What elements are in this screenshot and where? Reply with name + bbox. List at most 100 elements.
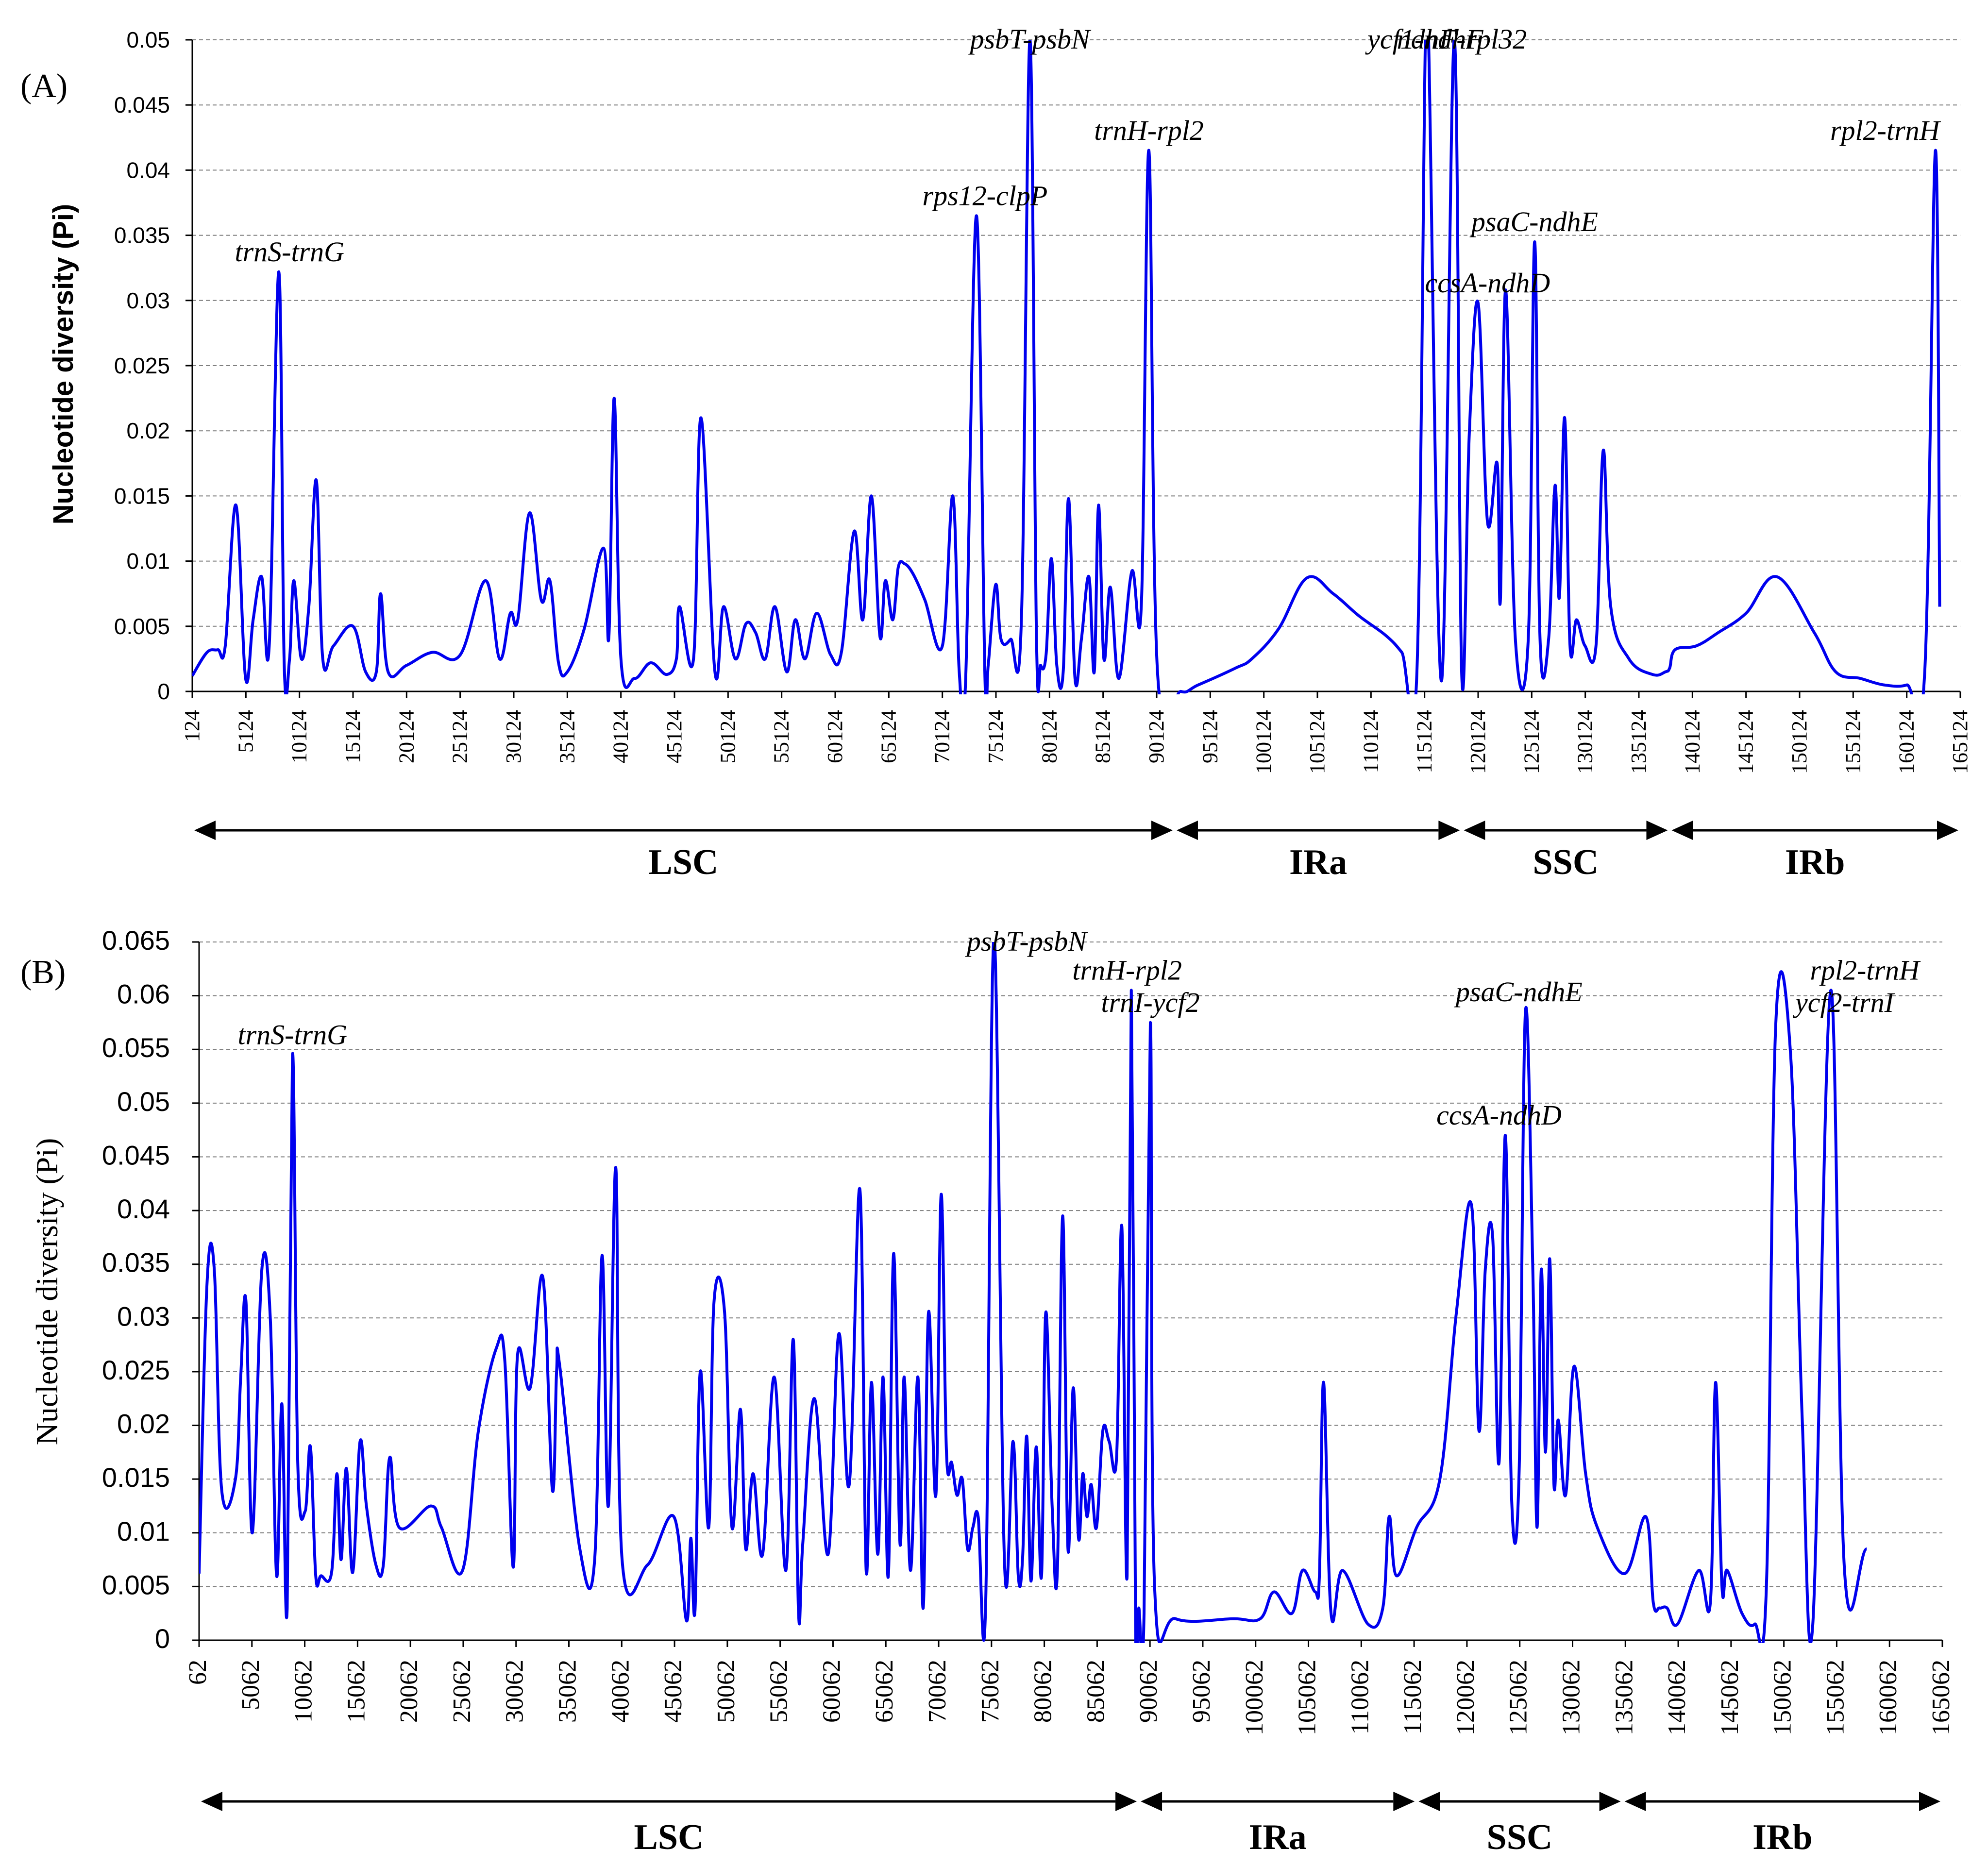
x-tick-label: 125062 [1505,1660,1533,1735]
x-tick-label: 60062 [818,1660,845,1723]
peak-annotation: ndhF-rpl32 [1397,23,1527,55]
y-tick-label: 0.04 [126,157,170,183]
y-axis-label: Nucleotide diversity (Pi) [30,1138,64,1446]
x-tick-label: 25124 [448,710,472,763]
nucleotide-diversity-line [199,942,1868,1643]
y-tick-label: 0 [155,1623,170,1654]
peak-annotation: rps12-clpP [923,180,1048,211]
y-tick-label: 0.01 [117,1516,170,1547]
x-tick-label: 105124 [1305,710,1329,774]
region-label: SSC [1487,1817,1553,1857]
x-tick-label: 125124 [1519,710,1543,774]
x-tick-label: 145062 [1716,1660,1744,1735]
peak-annotation: trnS-trnG [238,1019,348,1050]
x-tick-label: 155124 [1841,710,1865,774]
region-label: IRb [1785,842,1845,882]
region-label: IRb [1752,1817,1812,1857]
x-tick-label: 165124 [1948,710,1972,774]
x-tick-label: 135124 [1627,710,1651,774]
x-tick-label: 35062 [554,1660,582,1723]
region-arrow-head-right [1438,821,1460,840]
nucleotide-diversity-line [192,40,1941,694]
region-label: IRa [1249,1817,1307,1857]
y-tick-label: 0.045 [114,92,170,118]
peak-annotation: ycf1-ndhF [1365,23,1483,55]
x-tick-label: 65062 [871,1660,898,1723]
x-tick-label: 5062 [237,1660,265,1710]
x-tick-label: 165062 [1927,1660,1955,1735]
x-tick-label: 55124 [770,710,793,763]
peak-annotation: psbT-psbN [968,23,1092,55]
x-tick-label: 150062 [1769,1660,1797,1735]
y-tick-label: 0.045 [102,1140,170,1170]
x-tick-label: 75124 [984,710,1008,763]
x-tick-label: 95062 [1188,1660,1215,1723]
region-arrow-head-left [1141,1792,1162,1811]
region-arrow-head-right [1919,1792,1940,1811]
x-tick-label: 120062 [1452,1660,1480,1735]
region-arrow-head-left [1176,821,1198,840]
y-tick-label: 0.02 [117,1409,170,1439]
x-tick-label: 65124 [876,710,900,763]
x-tick-label: 10062 [290,1660,318,1723]
x-tick-label: 40062 [607,1660,634,1723]
x-tick-label: 115124 [1413,710,1436,773]
x-tick-label: 140062 [1663,1660,1691,1735]
x-tick-label: 115062 [1399,1660,1427,1734]
x-tick-label: 75062 [977,1660,1004,1723]
region-arrow-head-right [1937,821,1958,840]
region-arrow-head-left [194,821,216,840]
x-tick-label: 110124 [1359,710,1382,773]
x-tick-label: 135062 [1610,1660,1638,1735]
x-tick-label: 160124 [1895,710,1919,774]
x-tick-label: 55062 [765,1660,793,1723]
y-tick-label: 0.03 [126,288,170,313]
peak-annotation: ccsA-ndhD [1425,267,1550,299]
panel-a: (A) 0 0.005 0.01 0.015 0.02 0.025 0.03 0.035 0.04… [20,23,1972,882]
y-tick-label: 0.06 [117,979,170,1009]
x-tick-label: 105062 [1294,1660,1321,1735]
x-tick-label: 85124 [1091,710,1115,763]
y-tick-label: 0.005 [102,1569,170,1600]
x-tick-label: 90124 [1145,710,1168,763]
y-tick-label: 0.005 [114,614,170,639]
x-tick-label: 80062 [1029,1660,1057,1723]
y-tick-label: 0.05 [126,27,170,52]
panel-label: (A) [20,67,67,105]
x-tick-label: 100062 [1241,1660,1268,1735]
region-arrow-head-left [1624,1792,1646,1811]
panel-b: (B) 0 0.005 0.01 0.015 0.02 0.025 0.03 0.035 0.04… [20,925,1955,1857]
x-tick-label: 120124 [1466,710,1490,774]
panel-label: (B) [20,954,66,991]
x-tick-label: 25062 [448,1660,476,1723]
x-tick-label: 130124 [1573,710,1597,774]
x-tick-label: 124 [180,710,204,742]
x-tick-label: 70124 [930,710,954,763]
x-tick-label: 150124 [1787,710,1811,774]
region-label: IRa [1289,842,1347,882]
y-tick-label: 0.035 [102,1247,170,1278]
peak-annotation: trnH-rpl2 [1072,955,1182,986]
region-arrow-head-right [1646,821,1668,840]
x-tick-label: 85062 [1082,1660,1110,1723]
x-tick-label: 60124 [823,710,847,763]
y-tick-label: 0.05 [117,1086,170,1117]
region-label: LSC [634,1817,704,1857]
x-tick-label: 145124 [1734,710,1758,774]
y-tick-label: 0.025 [114,353,170,378]
y-axis-label: Nucleotide diversity (Pi) [48,204,79,525]
peak-annotation: ccsA-ndhD [1436,1099,1562,1131]
x-tick-label: 140124 [1680,710,1704,774]
x-tick-label: 155062 [1821,1660,1849,1735]
y-tick-label: 0.02 [126,418,170,443]
region-label: SSC [1533,842,1599,882]
x-tick-label: 50124 [716,710,740,763]
y-tick-label: 0.055 [102,1032,170,1063]
peak-annotation: trnS-trnG [235,236,344,268]
x-tick-label: 95124 [1198,710,1222,763]
peak-annotation: ycf2-trnI [1793,987,1895,1018]
x-tick-label: 62 [184,1660,212,1685]
peak-annotation: rpl2-trnH [1830,115,1941,146]
y-tick-label: 0.04 [117,1194,170,1224]
